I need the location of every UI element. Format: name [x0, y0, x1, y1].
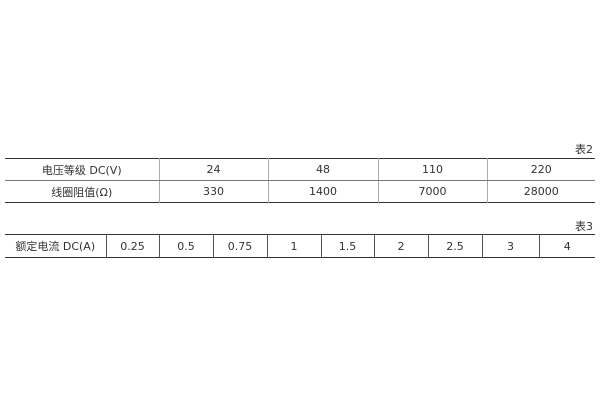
table-cell: 220 — [486, 158, 595, 181]
table-cell: 4 — [538, 234, 595, 258]
table-cell: 2 — [373, 234, 428, 258]
table-cell: 0.75 — [212, 234, 267, 258]
row-label: 电压等级 DC(V) — [5, 158, 159, 181]
table-cell: 0.5 — [158, 234, 213, 258]
rated-current-table: 额定电流 DC(A) 0.25 0.5 0.75 1 1.5 2 2.5 3 4 — [5, 234, 595, 258]
table-cell: 48 — [267, 158, 378, 181]
table-row: 线圈阻值(Ω) 330 1400 7000 28000 — [5, 180, 595, 203]
table-row: 额定电流 DC(A) 0.25 0.5 0.75 1 1.5 2 2.5 3 4 — [5, 234, 595, 258]
table-cell: 3 — [481, 234, 539, 258]
table-cell: 330 — [158, 180, 268, 203]
table-cell: 24 — [158, 158, 268, 181]
table-cell: 28000 — [486, 180, 595, 203]
table-cell: 1.5 — [320, 234, 374, 258]
coil-resistance-table: 电压等级 DC(V) 24 48 110 220 线圈阻值(Ω) 330 140… — [5, 158, 595, 203]
table-cell: 110 — [377, 158, 487, 181]
row-label: 额定电流 DC(A) — [15, 240, 96, 253]
table2-caption: 表2 — [575, 143, 593, 156]
table-cell: 7000 — [377, 180, 487, 203]
table-cell: 1400 — [267, 180, 378, 203]
row-label: 线圈阻值(Ω) — [51, 185, 113, 199]
table-cell: 0.25 — [105, 234, 159, 258]
table-row: 电压等级 DC(V) 24 48 110 220 — [5, 158, 595, 181]
table3-caption: 表3 — [575, 220, 593, 233]
table-cell: 2.5 — [427, 234, 482, 258]
table-cell: 1 — [266, 234, 321, 258]
